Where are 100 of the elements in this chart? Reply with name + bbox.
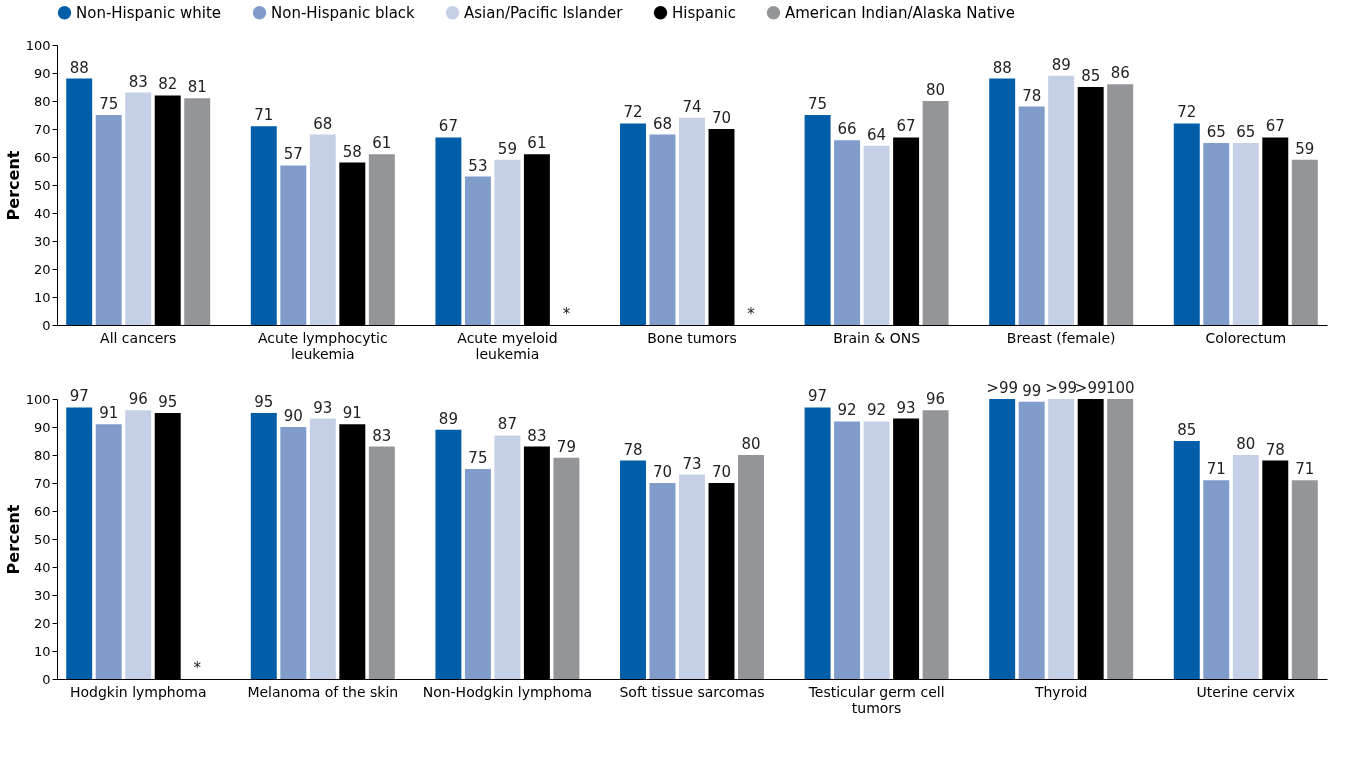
x-tick-label: All cancers [100,329,177,346]
data-label: 89 [438,409,458,428]
bar [922,410,949,679]
data-label: 81 [187,78,207,97]
bar [738,455,764,679]
data-label: 87 [497,415,517,434]
y-tick-label: 0 [42,317,51,333]
bar [95,115,122,325]
bar [649,134,676,325]
bar [1203,143,1230,325]
y-tick-label: 70 [33,475,51,491]
data-label: 83 [372,426,392,445]
data-label: 92 [867,401,887,420]
data-label: 78 [623,440,643,459]
data-label: 79 [556,437,576,456]
data-label: 96 [926,390,946,409]
y-tick-label: 100 [25,37,51,53]
legend-label: American Indian/Alaska Native [785,3,1015,22]
data-label: 83 [527,426,547,445]
data-label: 66 [837,120,857,139]
data-label: 67 [896,117,916,136]
data-label: 88 [69,58,89,77]
bar [1291,480,1318,679]
y-tick-label: 0 [42,671,51,687]
data-label: 71 [1295,460,1315,479]
text: * [747,305,755,323]
data-label: 65 [1236,123,1256,141]
bar [804,115,831,325]
x-tick-label: Soft tissue sarcomas [619,683,765,700]
data-label: 82 [158,75,178,94]
bar [620,123,646,325]
legend-label: Non-Hispanic black [271,3,416,22]
data-label: 72 [623,103,643,122]
x-tick-label: Brain & ONS [833,329,921,346]
data-label: 93 [313,398,333,417]
data-label: 92 [837,401,857,420]
y-tick-label: 100 [25,391,51,407]
x-tick-label: Uterine cervix [1196,683,1296,700]
bar [989,78,1016,325]
y-tick-label: 80 [33,93,51,109]
data-label: 59 [497,139,517,158]
bar [1291,159,1318,325]
data-label: 78 [1022,86,1042,105]
data-label: 80 [741,435,761,453]
bar [494,159,521,325]
data-label: 75 [808,95,828,113]
bar [1018,106,1045,325]
data-label: 83 [128,72,148,91]
data-label: 95 [254,393,274,411]
y-tick-label: 10 [33,289,51,305]
data-label: >99 [986,379,1018,397]
bar [95,424,122,679]
bar [435,429,462,679]
data-label: 78 [1265,440,1285,459]
data-label: 65 [1206,123,1226,141]
data-label: 70 [711,463,732,481]
bar [1232,143,1259,325]
data-label: 93 [896,398,916,417]
y-tick-label: 10 [33,643,51,659]
data-label: 86 [1110,64,1130,83]
bar [1107,84,1134,325]
text: * [193,659,201,677]
data-label: 71 [254,106,274,125]
x-tick-label: Hodgkin lymphoma [69,683,207,700]
bar [309,418,336,679]
y-tick-label: 60 [33,149,51,165]
data-label: 64 [867,125,887,144]
data-label: 80 [1236,435,1256,453]
bar [66,407,93,679]
bar [250,413,277,679]
data-label: 74 [682,97,702,116]
y-tick-label: 20 [33,261,51,277]
bar [1018,401,1045,679]
bar [1107,399,1134,679]
bar [1048,75,1075,325]
data-label: 100 [1105,379,1135,397]
bar [66,78,93,325]
data-label: 61 [372,134,392,153]
data-label: 75 [99,95,119,113]
data-label: 70 [652,463,673,481]
y-tick-label: 30 [33,233,51,249]
x-tick-label: Melanoma of the skin [247,683,399,700]
y-tick-label: 90 [33,419,51,435]
bar [1048,399,1075,679]
bar [280,427,307,679]
data-label: 99 [1022,381,1042,400]
bar [834,421,861,679]
data-label: 95 [158,393,178,411]
bar [863,421,890,679]
y-tick-label: 80 [33,447,51,463]
bar [834,140,861,325]
bar [464,469,491,679]
y-axis-title: Percent [3,150,23,221]
y-tick-label: 50 [33,177,51,193]
legend-label: Hispanic [672,3,736,22]
data-label: 75 [468,449,488,467]
data-label: 89 [1051,55,1071,74]
data-label: 97 [69,387,89,406]
data-label: 67 [438,117,458,136]
bar [1173,441,1200,679]
